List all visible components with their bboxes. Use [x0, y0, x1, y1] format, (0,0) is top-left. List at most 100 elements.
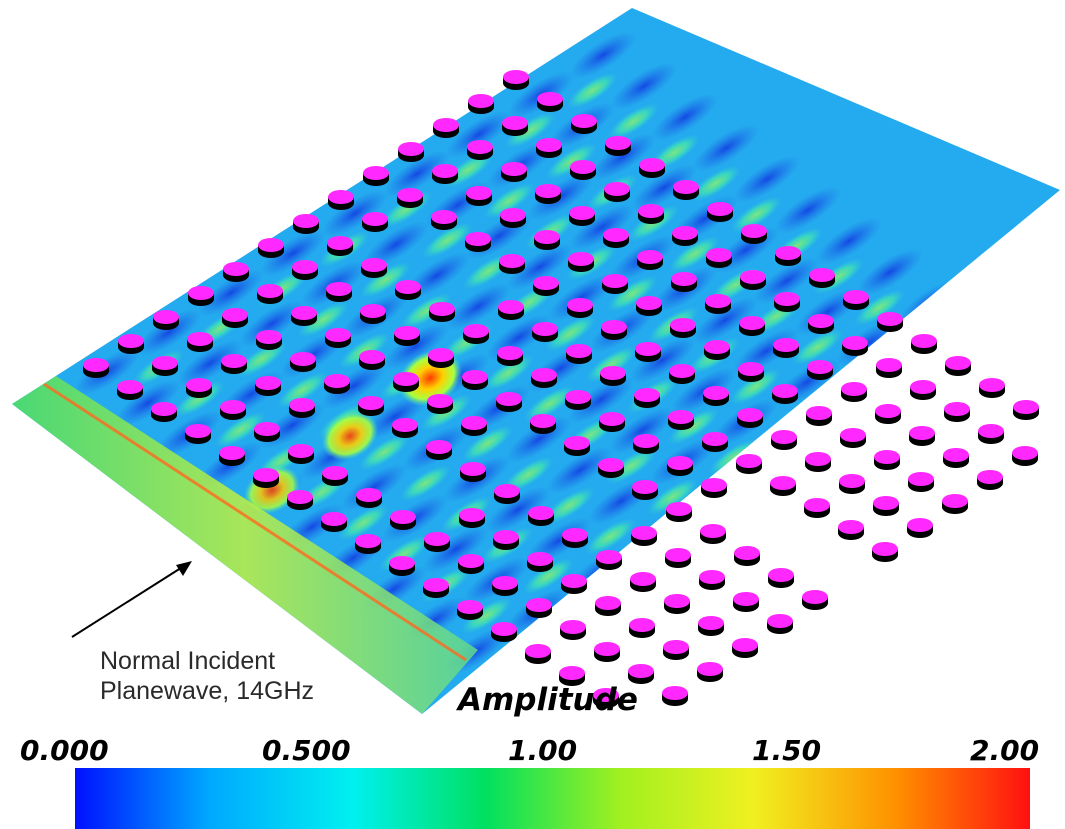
dielectric-post	[462, 370, 488, 390]
dielectric-post	[358, 396, 384, 416]
dielectric-post	[775, 246, 801, 266]
field-antinode	[607, 103, 660, 140]
field-antinode	[337, 504, 390, 542]
dielectric-post	[497, 346, 523, 366]
dielectric-post	[322, 466, 348, 486]
field-node	[322, 190, 388, 237]
dielectric-post	[633, 434, 659, 454]
field-antinode	[358, 433, 411, 471]
dielectric-post	[768, 568, 794, 588]
field-antinode	[689, 165, 742, 202]
colorbar-tick-three-quarter: 1.50	[752, 734, 822, 767]
dielectric-post	[662, 686, 688, 706]
field-antinode	[421, 221, 474, 259]
dielectric-post	[666, 502, 692, 522]
dielectric-post	[571, 114, 597, 134]
dielectric-post	[531, 368, 557, 388]
dielectric-post	[254, 422, 280, 442]
dielectric-post	[732, 638, 758, 658]
dielectric-post	[739, 316, 765, 336]
dielectric-post	[843, 290, 869, 310]
dielectric-post	[772, 384, 798, 404]
dielectric-post	[704, 340, 730, 360]
field-node	[547, 446, 613, 494]
dielectric-post	[253, 468, 279, 488]
dielectric-post	[493, 530, 519, 550]
dielectric-post	[595, 596, 621, 616]
dielectric-post	[631, 526, 657, 546]
field-antinode	[276, 371, 329, 409]
dielectric-post	[536, 138, 562, 158]
dielectric-post	[222, 308, 248, 328]
dielectric-post	[291, 306, 317, 326]
incident-label-line1: Normal Incident	[100, 647, 276, 675]
dielectric-post	[355, 534, 381, 554]
dielectric-post	[361, 258, 387, 278]
dielectric-post	[598, 458, 624, 478]
dielectric-post	[840, 428, 866, 448]
dielectric-post	[153, 310, 179, 330]
dielectric-post	[257, 284, 283, 304]
field-antinode	[338, 332, 391, 369]
field-node	[754, 257, 820, 305]
dielectric-post	[733, 592, 759, 612]
dielectric-post	[503, 70, 529, 90]
dielectric-post	[604, 182, 630, 202]
dielectric-post	[637, 250, 663, 270]
field-antinode	[730, 196, 783, 233]
dielectric-post	[287, 490, 313, 510]
dielectric-post	[289, 398, 315, 418]
dielectric-post	[324, 374, 350, 394]
dielectric-post	[802, 590, 828, 610]
dielectric-post	[706, 248, 732, 268]
field-antinode	[585, 345, 638, 383]
amplitude-colorbar	[75, 768, 1030, 829]
colorbar-tick-mid: 1.00	[508, 734, 578, 767]
incident-label-line2: Planewave, 14GHz	[100, 677, 315, 705]
field-antinode	[543, 487, 596, 524]
dielectric-post	[669, 364, 695, 384]
dielectric-post	[635, 342, 661, 362]
dielectric-post	[664, 594, 690, 614]
dielectric-post	[667, 456, 693, 476]
dielectric-post	[702, 432, 728, 452]
field-node	[590, 133, 656, 181]
dielectric-post	[603, 228, 629, 248]
dielectric-post	[600, 366, 626, 386]
field-antinode	[214, 411, 267, 449]
field-node	[548, 274, 614, 322]
field-antinode	[545, 142, 598, 180]
incident-region	[12, 376, 478, 714]
field-node	[570, 31, 636, 79]
dielectric-post	[527, 552, 553, 572]
field-antinode	[523, 385, 576, 423]
dielectric-post	[673, 180, 699, 200]
dielectric-post	[535, 184, 561, 204]
dielectric-post	[498, 300, 524, 320]
field-node	[362, 393, 428, 441]
dielectric-post	[594, 642, 620, 662]
dielectric-post	[118, 334, 144, 354]
dielectric-post	[397, 188, 423, 208]
dielectric-post	[461, 416, 487, 436]
field-node	[384, 150, 450, 198]
dielectric-post	[525, 644, 551, 664]
dielectric-post	[670, 318, 696, 338]
dielectric-post	[773, 338, 799, 358]
dielectric-post	[672, 226, 698, 246]
field-node	[816, 217, 882, 265]
field-node	[446, 110, 512, 158]
dielectric-post	[255, 376, 281, 396]
dielectric-post	[736, 454, 762, 474]
dielectric-post	[356, 488, 382, 508]
dielectric-post	[570, 160, 596, 180]
dielectric-post	[359, 350, 385, 370]
dielectric-post	[632, 480, 658, 500]
field-node	[857, 248, 923, 296]
dielectric-post	[698, 616, 724, 636]
dielectric-post	[979, 378, 1005, 398]
field-antinode	[399, 464, 452, 502]
dielectric-post	[188, 286, 214, 306]
dielectric-post	[292, 260, 318, 280]
field-antinode	[460, 597, 513, 635]
